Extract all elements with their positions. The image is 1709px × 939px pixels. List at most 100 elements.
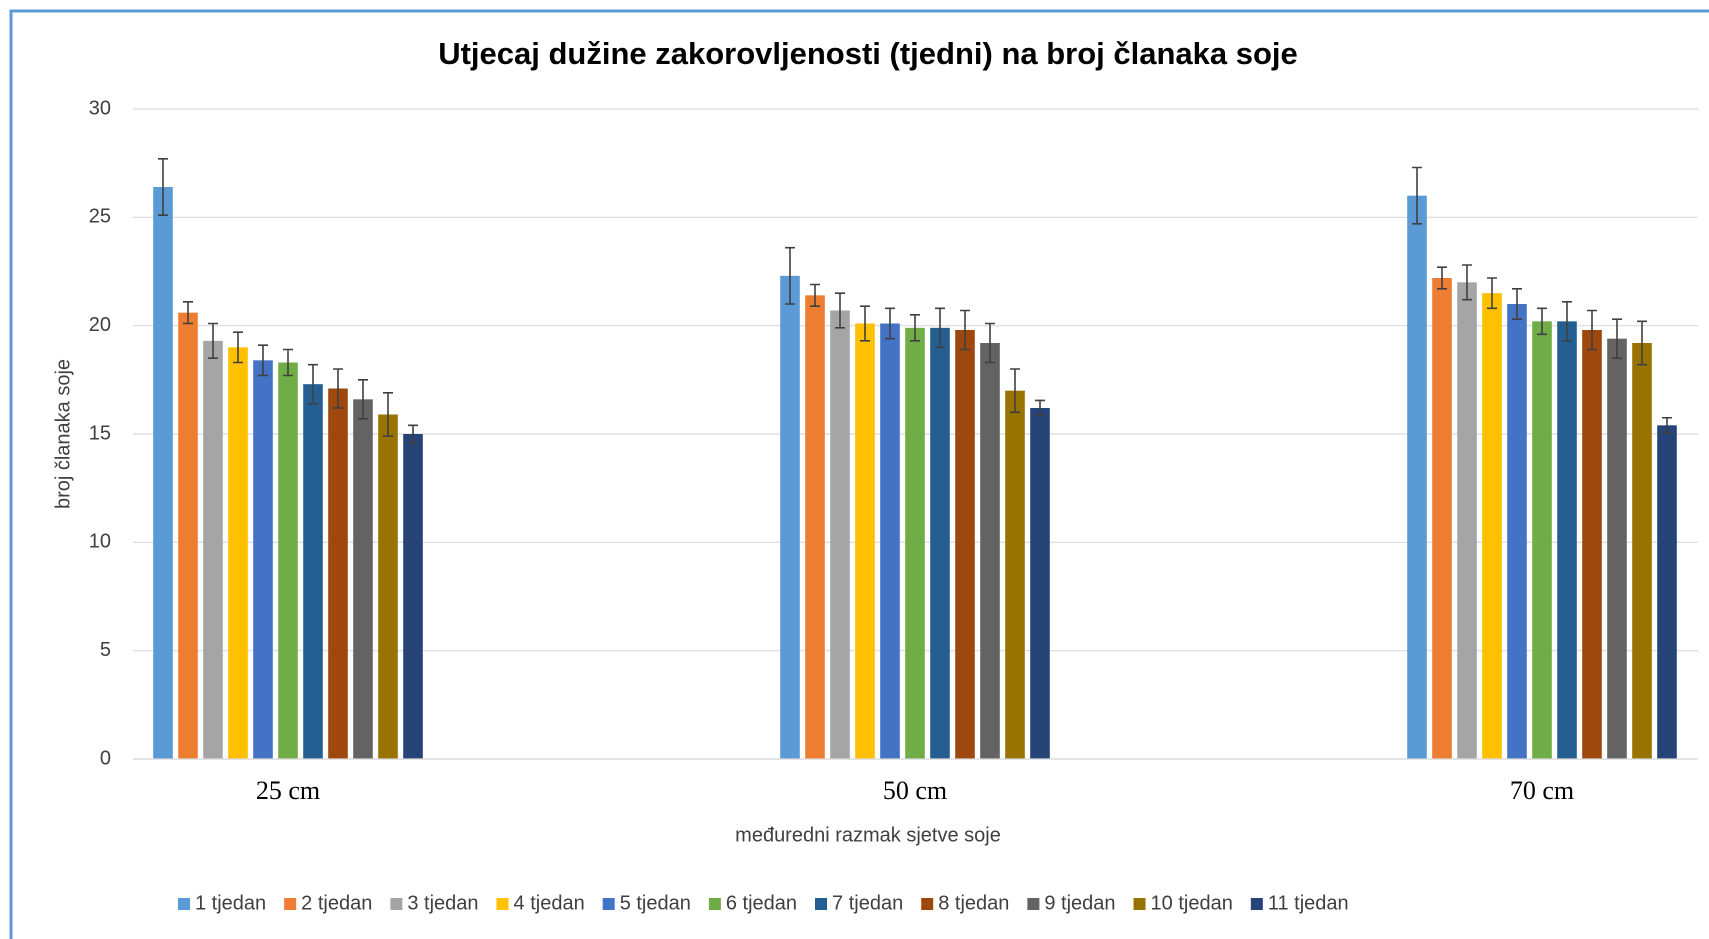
bar xyxy=(955,330,975,759)
chart-border xyxy=(9,9,1709,939)
bar xyxy=(1582,330,1602,759)
bar xyxy=(328,388,348,759)
legend-label: 4 tjedan xyxy=(514,892,585,914)
legend-label: 11 tjedan xyxy=(1268,892,1349,914)
legend-label: 5 tjedan xyxy=(620,892,691,914)
error-bar xyxy=(1010,368,1020,414)
error-bar xyxy=(1512,288,1522,320)
error-bar xyxy=(233,331,243,364)
legend-label: 9 tjedan xyxy=(1044,892,1115,914)
bar xyxy=(278,362,298,759)
error-bar xyxy=(1035,399,1045,417)
error-bar xyxy=(1587,309,1597,351)
legend-swatch xyxy=(921,898,934,910)
legend-swatch xyxy=(602,898,615,910)
legend-swatch xyxy=(1250,898,1263,910)
legend-swatch xyxy=(1027,898,1040,910)
x-tick-label: 70 cm xyxy=(1510,776,1574,805)
error-bar xyxy=(835,292,845,329)
legend-swatch xyxy=(1133,898,1146,910)
error-bar xyxy=(383,392,393,437)
error-bar xyxy=(810,283,820,307)
bar xyxy=(303,384,323,759)
legend-label: 1 tjedan xyxy=(195,892,266,914)
bar xyxy=(1532,321,1552,759)
legend-label: 3 tjedan xyxy=(407,892,478,914)
bar xyxy=(253,360,273,759)
legend-swatch xyxy=(708,898,721,910)
error-bar xyxy=(158,158,168,216)
error-bar xyxy=(258,344,268,377)
error-bar xyxy=(208,322,218,359)
legend-swatch xyxy=(815,898,828,910)
legend-swatch xyxy=(496,898,509,910)
error-bar xyxy=(1637,320,1647,366)
legend-label: 6 tjedan xyxy=(726,892,797,914)
x-tick-label: 25 cm xyxy=(256,776,320,805)
bar xyxy=(178,312,198,759)
bar xyxy=(403,434,423,759)
legend-label: 10 tjedan xyxy=(1151,892,1233,914)
bar xyxy=(855,323,875,759)
bar xyxy=(353,399,373,759)
y-tick-label: 30 xyxy=(89,97,111,119)
error-bar xyxy=(1462,264,1472,301)
bar xyxy=(805,295,825,759)
bar xyxy=(378,414,398,759)
error-bar xyxy=(1662,416,1672,434)
bar xyxy=(1507,304,1527,759)
error-bar xyxy=(408,424,418,444)
bar xyxy=(980,343,1000,759)
error-bar xyxy=(960,309,970,351)
bar xyxy=(1030,408,1050,759)
y-tick-label: 20 xyxy=(89,314,111,336)
error-bar xyxy=(985,322,995,364)
bar xyxy=(1432,278,1452,759)
error-bar xyxy=(1537,307,1547,336)
bar xyxy=(780,275,800,759)
bar xyxy=(1407,195,1427,759)
error-bar xyxy=(910,314,920,342)
y-axis-label: broj članaka soje xyxy=(52,359,74,509)
error-bar xyxy=(935,307,945,349)
legend-swatch xyxy=(178,898,190,910)
bar xyxy=(1557,321,1577,759)
error-bar xyxy=(283,348,293,377)
bar xyxy=(1657,425,1677,759)
bar xyxy=(1482,293,1502,759)
error-bar xyxy=(1412,166,1422,225)
x-tick-label: 50 cm xyxy=(883,776,947,805)
bar xyxy=(228,347,248,759)
error-bar xyxy=(333,368,343,409)
y-tick-label: 0 xyxy=(100,747,111,769)
bar xyxy=(203,340,223,759)
y-tick-label: 10 xyxy=(89,531,111,553)
bar xyxy=(930,327,950,759)
bar xyxy=(1005,390,1025,759)
error-bar xyxy=(1562,301,1572,342)
legend-swatch xyxy=(390,898,403,910)
bar xyxy=(880,323,900,759)
y-tick-label: 15 xyxy=(89,422,111,444)
bar xyxy=(153,187,173,759)
y-tick-label: 25 xyxy=(89,206,111,228)
bar xyxy=(1632,343,1652,759)
y-tick-label: 5 xyxy=(100,639,111,661)
error-bar xyxy=(885,307,895,340)
bar xyxy=(1607,338,1627,759)
error-bar xyxy=(860,305,870,342)
bar xyxy=(830,310,850,759)
error-bar xyxy=(308,363,318,405)
error-bar xyxy=(183,301,193,325)
legend-label: 8 tjedan xyxy=(938,892,1009,914)
error-bar xyxy=(1612,318,1622,359)
bar xyxy=(1457,282,1477,759)
legend-label: 7 tjedan xyxy=(832,892,903,914)
error-bar xyxy=(785,246,795,305)
chart-title: Utjecaj dužine zakorovljenosti (tjedni) … xyxy=(438,36,1298,71)
error-bar xyxy=(1487,277,1497,310)
legend-label: 2 tjedan xyxy=(301,892,372,914)
bar xyxy=(905,327,925,759)
error-bar xyxy=(1437,266,1447,290)
